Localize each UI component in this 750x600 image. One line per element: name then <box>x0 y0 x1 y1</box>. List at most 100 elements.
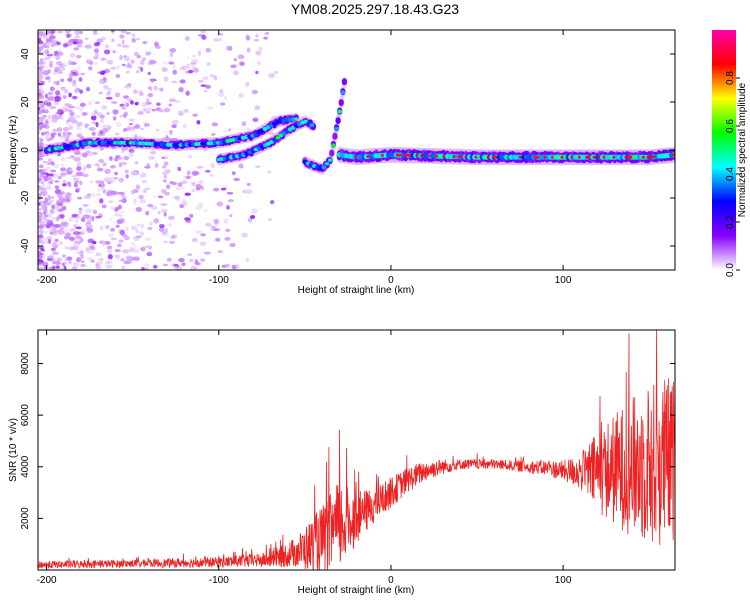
noise-dot <box>238 163 244 169</box>
noise-dot <box>61 205 67 211</box>
noise-dot <box>123 155 130 161</box>
noise-dot <box>38 151 45 156</box>
noise-dot <box>220 102 226 106</box>
noise-dot <box>270 200 275 205</box>
noise-dot <box>53 223 61 228</box>
noise-dot <box>46 166 51 170</box>
noise-dot <box>185 90 190 96</box>
noise-dot <box>110 30 115 33</box>
noise-dot <box>163 173 167 180</box>
noise-dot <box>84 123 89 129</box>
colorbar-tick-label: 0.6 <box>725 119 736 133</box>
noise-dot <box>254 38 259 42</box>
noise-dot <box>123 95 129 99</box>
noise-dot <box>157 210 161 215</box>
noise-dot <box>50 169 57 173</box>
noise-dot <box>231 171 236 176</box>
noise-dot <box>245 81 250 87</box>
noise-dot <box>241 189 247 194</box>
noise-dot <box>74 251 79 255</box>
noise-dot <box>172 63 176 70</box>
noise-dot <box>147 71 151 76</box>
noise-dot <box>230 64 237 69</box>
spectrogram-y-axis-label: Frequency (Hz) <box>8 116 19 185</box>
noise-dot <box>141 267 145 270</box>
noise-dot <box>191 65 197 70</box>
noise-dot <box>162 263 169 267</box>
noise-dot <box>44 124 50 130</box>
noise-dot <box>38 267 43 270</box>
noise-dot <box>86 251 94 254</box>
spectrogram-y-tick-label: -20 <box>20 190 31 205</box>
noise-dot <box>191 54 197 58</box>
ridge-body <box>332 132 338 140</box>
noise-dot <box>251 208 258 214</box>
noise-dot <box>68 216 74 222</box>
noise-dot <box>61 62 68 68</box>
noise-dot <box>117 219 122 224</box>
noise-dot <box>106 59 114 65</box>
noise-dot <box>62 127 70 132</box>
noise-dot <box>68 132 73 136</box>
noise-dot <box>125 174 129 179</box>
noise-dot <box>66 156 73 160</box>
noise-dot <box>65 33 72 38</box>
noise-dot <box>218 90 225 95</box>
noise-dot <box>213 75 218 81</box>
ridge-peak <box>331 143 336 147</box>
noise-dot <box>123 101 127 107</box>
noise-dot <box>99 225 104 231</box>
noise-dot <box>268 72 275 79</box>
noise-dot <box>75 257 82 263</box>
noise-dot <box>38 46 44 51</box>
noise-dot <box>177 166 182 172</box>
snr-x-tick-label: -100 <box>209 575 229 586</box>
noise-dot <box>166 184 171 190</box>
noise-dot <box>245 189 253 195</box>
noise-dot <box>40 201 45 206</box>
noise-dot <box>93 48 100 54</box>
noise-dot <box>140 246 146 252</box>
noise-dot <box>73 242 80 247</box>
snr-frame <box>37 329 676 571</box>
noise-dot <box>74 235 82 240</box>
noise-dot <box>154 162 159 168</box>
noise-dot <box>42 114 47 118</box>
noise-dot <box>110 190 117 196</box>
noise-dot <box>115 121 122 127</box>
noise-dot <box>38 254 44 260</box>
noise-dot <box>114 249 121 252</box>
ridge-core <box>309 123 315 128</box>
noise-dot <box>130 225 138 231</box>
noise-dot <box>79 250 84 255</box>
noise-dot <box>129 126 136 132</box>
noise-dot <box>141 102 148 107</box>
noise-dot <box>45 55 50 61</box>
noise-dot <box>118 239 124 243</box>
noise-dot <box>161 67 168 72</box>
noise-dot <box>197 50 202 56</box>
noise-dot <box>96 167 104 172</box>
noise-dot <box>75 226 82 230</box>
noise-dot <box>162 61 169 65</box>
noise-dot <box>115 224 120 228</box>
noise-dot <box>60 214 65 219</box>
noise-dot <box>73 231 80 236</box>
noise-dot <box>80 254 84 259</box>
noise-dot <box>48 96 55 99</box>
noise-dot <box>169 48 177 53</box>
noise-dot <box>42 210 47 216</box>
noise-dot <box>45 38 53 43</box>
noise-dot <box>195 188 201 191</box>
noise-dot <box>101 204 107 209</box>
noise-dot <box>127 258 134 262</box>
noise-dot <box>139 92 144 96</box>
noise-dot <box>95 265 102 270</box>
noise-dot <box>80 264 86 268</box>
noise-dot <box>190 265 198 270</box>
noise-dot <box>38 172 41 177</box>
snr-ticks: -200 -100 0 100 2000 4000 6000 8000 <box>20 330 675 586</box>
noise-dot <box>217 250 223 254</box>
noise-dot <box>135 206 142 212</box>
